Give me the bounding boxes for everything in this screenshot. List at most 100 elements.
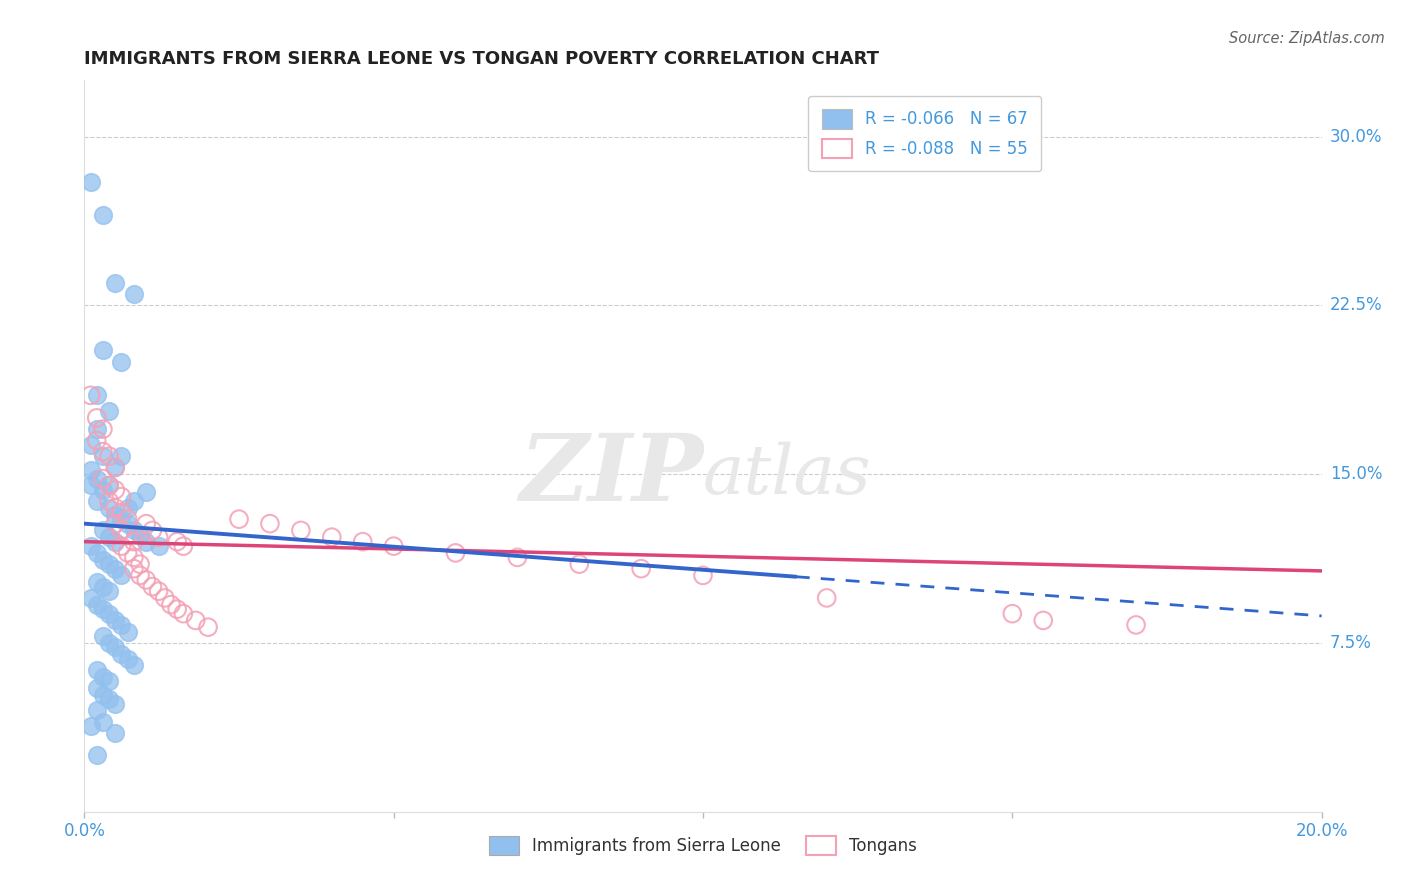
Text: ZIP: ZIP [519,430,703,520]
Point [91,524,114,538]
Point [91,629,114,643]
Point [98,478,121,492]
Point [86,494,108,508]
Point [86,748,108,763]
Text: IMMIGRANTS FROM SIERRA LEONE VS TONGAN POVERTY CORRELATION CHART: IMMIGRANTS FROM SIERRA LEONE VS TONGAN P… [84,50,879,68]
Point [153,591,176,605]
Point [122,658,145,673]
Text: 15.0%: 15.0% [1330,465,1382,483]
Point [104,562,127,576]
Point [117,624,139,639]
Point [98,478,121,492]
Point [79,539,101,553]
Point [122,524,145,538]
Point [290,524,312,538]
Point [1125,618,1147,632]
Point [91,444,114,458]
Point [110,618,132,632]
Point [86,422,108,436]
Point [86,388,108,402]
Point [110,449,132,463]
Point [129,568,152,582]
Point [117,500,139,515]
Point [166,602,188,616]
Point [98,636,121,650]
Point [122,534,145,549]
Point [104,460,127,475]
Point [98,692,121,706]
Point [506,550,529,565]
Point [91,714,114,729]
Point [91,343,114,358]
Point [104,483,127,497]
Point [104,516,127,531]
Point [98,530,121,544]
Point [91,552,114,566]
Point [444,546,467,560]
Point [86,703,108,717]
Point [117,546,139,560]
Point [184,614,207,628]
Point [122,287,145,301]
Point [692,568,714,582]
Point [382,539,405,553]
Point [166,534,188,549]
Point [86,663,108,677]
Text: atlas: atlas [703,442,872,508]
Legend: Immigrants from Sierra Leone, Tongans: Immigrants from Sierra Leone, Tongans [482,830,924,862]
Point [91,472,114,486]
Text: 30.0%: 30.0% [1330,128,1382,145]
Point [104,508,127,522]
Point [104,614,127,628]
Point [321,530,343,544]
Point [110,647,132,661]
Point [110,539,132,553]
Point [98,584,121,599]
Point [148,584,170,599]
Point [91,670,114,684]
Point [98,557,121,571]
Point [79,591,101,605]
Point [122,562,145,576]
Text: Source: ZipAtlas.com: Source: ZipAtlas.com [1229,31,1385,46]
Point [91,449,114,463]
Point [98,404,121,418]
Point [91,688,114,702]
Point [141,524,163,538]
Point [104,697,127,711]
Point [129,557,152,571]
Point [79,438,101,452]
Point [91,483,114,497]
Point [79,462,101,476]
Point [104,534,127,549]
Point [79,478,101,492]
Point [91,208,114,222]
Point [122,494,145,508]
Point [129,528,152,542]
Point [86,472,108,486]
Point [259,516,281,531]
Point [104,276,127,290]
Point [160,598,183,612]
Point [1032,614,1054,628]
Point [117,512,139,526]
Point [117,651,139,665]
Point [86,546,108,560]
Point [86,575,108,590]
Point [117,528,139,542]
Point [104,460,127,475]
Point [172,607,194,621]
Point [135,516,157,531]
Point [79,719,101,733]
Point [86,681,108,695]
Text: 22.5%: 22.5% [1330,296,1382,314]
Point [79,175,101,189]
Point [815,591,838,605]
Point [98,500,121,515]
Point [104,500,127,515]
Point [172,539,194,553]
Point [568,557,591,571]
Point [110,490,132,504]
Point [98,674,121,689]
Point [104,726,127,740]
